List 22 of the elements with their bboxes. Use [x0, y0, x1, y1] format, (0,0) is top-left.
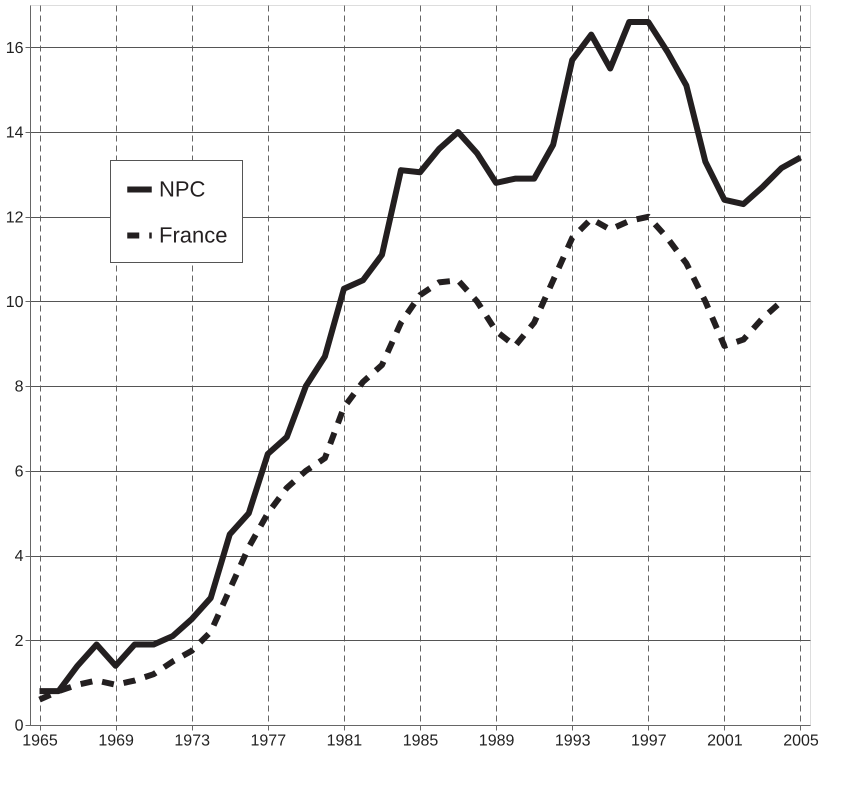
x-tick-label: 1965	[22, 732, 58, 750]
x-tick-label: 1969	[98, 732, 134, 750]
x-tick-label: 1981	[326, 732, 362, 750]
y-tick-label: 12	[6, 209, 24, 226]
x-tick-label: 2005	[783, 732, 819, 750]
y-tick-label: 2	[14, 632, 24, 650]
x-tick-label: 1989	[478, 732, 514, 750]
y-tick-label: 6	[14, 463, 24, 480]
y-tick-label: 14	[6, 124, 24, 142]
x-tick-label: 1977	[250, 732, 286, 750]
y-tick-label: 4	[14, 548, 24, 566]
y-tick-label: 10	[6, 294, 24, 311]
legend-label: NPC	[159, 176, 206, 202]
y-tick-label: 0	[14, 718, 24, 734]
x-tick-label: 2001	[707, 732, 743, 750]
y-tick-label: 8	[14, 378, 24, 396]
x-tick-label: 1985	[402, 732, 438, 750]
legend-label: France	[159, 222, 228, 248]
x-tick-label: 1997	[630, 732, 667, 750]
y-tick-label: 16	[6, 40, 24, 57]
x-tick-label: 1973	[174, 732, 210, 750]
x-tick-label: 1993	[554, 732, 591, 750]
